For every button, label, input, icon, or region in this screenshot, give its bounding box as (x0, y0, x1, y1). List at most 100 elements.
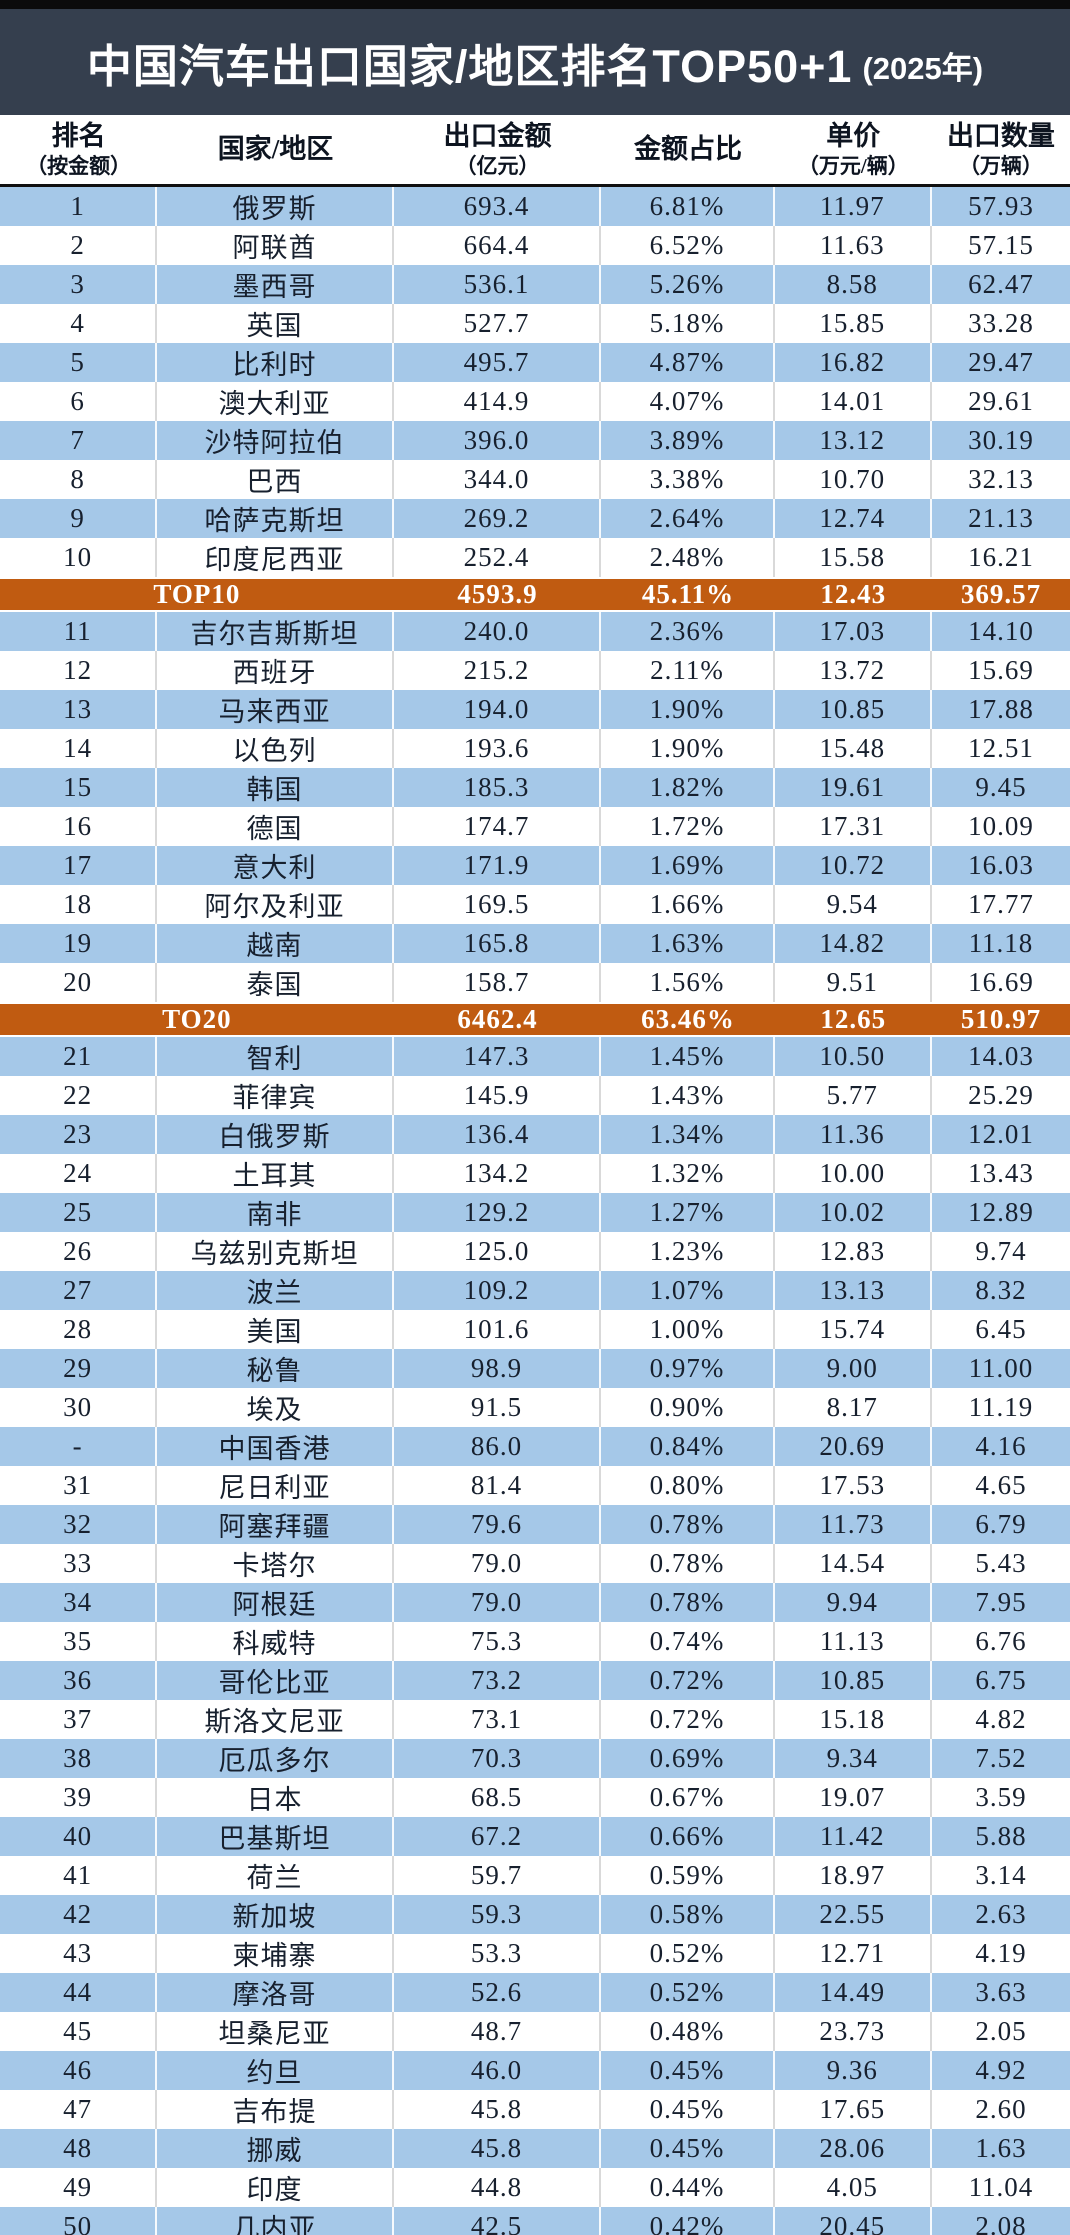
column-header-country-label: 国家/地区 (217, 133, 334, 164)
cell-rank: 16 (0, 807, 158, 846)
cell-amount: 53.3 (394, 1934, 602, 1973)
table-row: 16 德国 174.7 1.72% 17.31 10.09 (0, 807, 1070, 846)
cell-rank: 14 (0, 729, 158, 768)
cell-amount: 185.3 (394, 768, 602, 807)
cell-group-label: TO20 (162, 1004, 232, 1034)
cell-amount: 86.0 (394, 1427, 602, 1466)
cell-country: 英国 (157, 304, 394, 343)
table-row: 48 挪威 45.8 0.45% 28.06 1.63 (0, 2129, 1070, 2168)
cell-price: 10.02 (775, 1193, 932, 1232)
cell-amount: 68.5 (394, 1778, 602, 1817)
cell-rank: 4 (0, 304, 158, 343)
table-row: 29 秘鲁 98.9 0.97% 9.00 11.00 (0, 1349, 1070, 1388)
cell-country: 印度尼西亚 (157, 538, 394, 577)
cell-amount: 495.7 (394, 343, 602, 382)
cell-qty: 10.09 (968, 811, 1034, 841)
cell-rank: 21 (0, 1037, 158, 1076)
cell-share: 1.66% (601, 885, 775, 924)
cell-price: 13.72 (775, 651, 932, 690)
table-row: 47 吉布提 45.8 0.45% 17.65 2.60 (0, 2090, 1070, 2129)
cell-qty: 5.43 (975, 1548, 1027, 1578)
cell-rank: 31 (0, 1466, 158, 1505)
cell-rank: 46 (0, 2051, 158, 2090)
cell-qty: 2.08 (975, 2211, 1027, 2235)
cell-qty: 29.47 (968, 347, 1034, 377)
cell-share: 4.87% (601, 343, 775, 382)
cell-country: 比利时 (157, 343, 394, 382)
column-header-share: 金额占比 (601, 115, 774, 184)
cell-country: 秘鲁 (157, 1349, 394, 1388)
cell-rank: 35 (0, 1622, 158, 1661)
cell-qty: 17.88 (968, 694, 1034, 724)
cell-share: 1.23% (601, 1232, 775, 1271)
cell-group-label: TOP10 (153, 579, 241, 609)
cell-country: 白俄罗斯 (157, 1115, 394, 1154)
cell-country: 波兰 (157, 1271, 394, 1310)
cell-share: 1.82% (601, 768, 775, 807)
cell-price: 23.73 (775, 2012, 932, 2051)
cell-rank: 9 (0, 499, 158, 538)
cell-rank: 29 (0, 1349, 158, 1388)
cell-share: 1.27% (601, 1193, 775, 1232)
cell-country: 俄罗斯 (157, 187, 394, 226)
table-row: 4 英国 527.7 5.18% 15.85 33.28 (0, 304, 1070, 343)
cell-rank: 50 (0, 2207, 158, 2235)
cell-country: 哈萨克斯坦 (157, 499, 394, 538)
cell-share: 0.44% (601, 2168, 775, 2207)
cell-country: 几内亚 (157, 2207, 394, 2235)
cell-price: 28.06 (775, 2129, 932, 2168)
table-row: 36 哥伦比亚 73.2 0.72% 10.85 6.75 (0, 1661, 1070, 1700)
cell-rank: 8 (0, 460, 158, 499)
cell-amount: 171.9 (394, 846, 602, 885)
cell-qty: 12.89 (968, 1197, 1034, 1227)
cell-qty: 7.52 (975, 1743, 1027, 1773)
table-row: 28 美国 101.6 1.00% 15.74 6.45 (0, 1310, 1070, 1349)
cell-qty: 62.47 (968, 269, 1034, 299)
cell-price: 13.12 (775, 421, 932, 460)
cell-qty: 17.77 (968, 889, 1034, 919)
cell-price: 16.82 (775, 343, 932, 382)
column-header-rank: 排名 （按金额） (0, 115, 157, 184)
cell-country: 印度 (157, 2168, 394, 2207)
cell-price: 8.58 (775, 265, 932, 304)
cell-qty: 1.63 (975, 2133, 1027, 2163)
column-header-amount-line2: （亿元） (455, 153, 540, 178)
cell-price: 10.85 (775, 690, 932, 729)
table-row: 30 埃及 91.5 0.90% 8.17 11.19 (0, 1388, 1070, 1427)
table-row: 35 科威特 75.3 0.74% 11.13 6.76 (0, 1622, 1070, 1661)
cell-qty: 16.21 (968, 542, 1034, 572)
cell-qty: 25.29 (968, 1080, 1034, 1110)
cell-amount: 81.4 (394, 1466, 602, 1505)
cell-qty: 21.13 (968, 503, 1034, 533)
cell-share: 2.11% (601, 651, 775, 690)
cell-rank: 28 (0, 1310, 158, 1349)
cell-share: 45.11% (641, 579, 735, 609)
cell-qty: 14.10 (968, 616, 1034, 646)
cell-share: 1.43% (601, 1076, 775, 1115)
cell-rank: 19 (0, 924, 158, 963)
table-row: 18 阿尔及利亚 169.5 1.66% 9.54 17.77 (0, 885, 1070, 924)
cell-price: 9.94 (775, 1583, 932, 1622)
cell-country: 哥伦比亚 (157, 1661, 394, 1700)
cell-price: 9.54 (775, 885, 932, 924)
cell-amount: 664.4 (394, 226, 602, 265)
cell-amount: 45.8 (394, 2090, 602, 2129)
cell-amount: 4593.9 (457, 579, 538, 609)
cell-qty: 11.00 (968, 1353, 1034, 1383)
cell-share: 5.18% (601, 304, 775, 343)
cell-qty: 2.63 (975, 1899, 1027, 1929)
cell-amount: 67.2 (394, 1817, 602, 1856)
cell-amount: 91.5 (394, 1388, 602, 1427)
cell-amount: 145.9 (394, 1076, 602, 1115)
table-row: 13 马来西亚 194.0 1.90% 10.85 17.88 (0, 690, 1070, 729)
cell-price: 11.63 (775, 226, 932, 265)
cell-country: 西班牙 (157, 651, 394, 690)
table-row: 26 乌兹别克斯坦 125.0 1.23% 12.83 9.74 (0, 1232, 1070, 1271)
cell-rank: 36 (0, 1661, 158, 1700)
cell-rank: 1 (0, 187, 158, 226)
table-row: 22 菲律宾 145.9 1.43% 5.77 25.29 (0, 1076, 1070, 1115)
cell-share: 1.63% (601, 924, 775, 963)
cell-country: 阿联酋 (157, 226, 394, 265)
cell-price: 22.55 (775, 1895, 932, 1934)
cell-qty: 16.69 (968, 967, 1034, 997)
